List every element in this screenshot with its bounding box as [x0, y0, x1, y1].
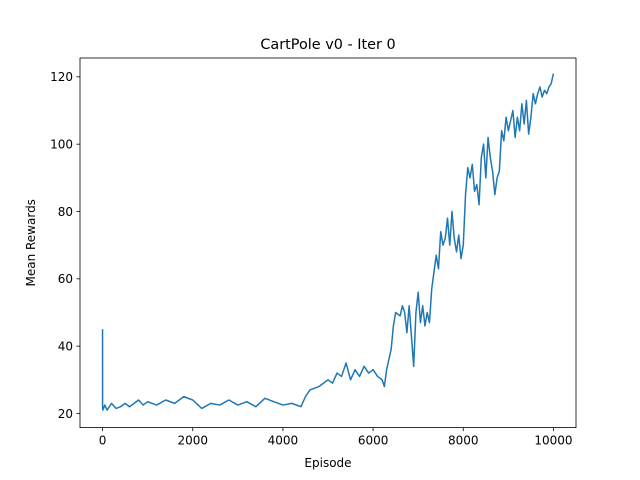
y-tick-label: 80: [58, 205, 73, 219]
x-axis-label: Episode: [304, 456, 351, 470]
y-tick-label: 120: [50, 70, 73, 84]
x-tick-label: 2000: [177, 434, 208, 448]
series-line: [101, 73, 555, 411]
x-tick-label: 4000: [268, 434, 299, 448]
y-tick-label: 20: [58, 407, 73, 421]
x-tick-label: 8000: [448, 434, 479, 448]
x-tick-label: 10000: [534, 434, 572, 448]
y-axis: 20 40 60 80 100 120: [50, 70, 80, 421]
y-tick-label: 100: [50, 137, 73, 151]
y-tick-label: 60: [58, 272, 73, 286]
y-tick-label: 40: [58, 339, 73, 353]
x-axis: 0 2000 4000 6000 8000 10000: [99, 427, 573, 448]
x-tick-label: 0: [99, 434, 107, 448]
plot-frame: [79, 57, 577, 429]
x-tick-label: 6000: [358, 434, 389, 448]
y-axis-label: Mean Rewards: [24, 199, 38, 286]
plot-area: [101, 73, 555, 411]
chart-title: CartPole v0 - Iter 0: [260, 37, 395, 53]
